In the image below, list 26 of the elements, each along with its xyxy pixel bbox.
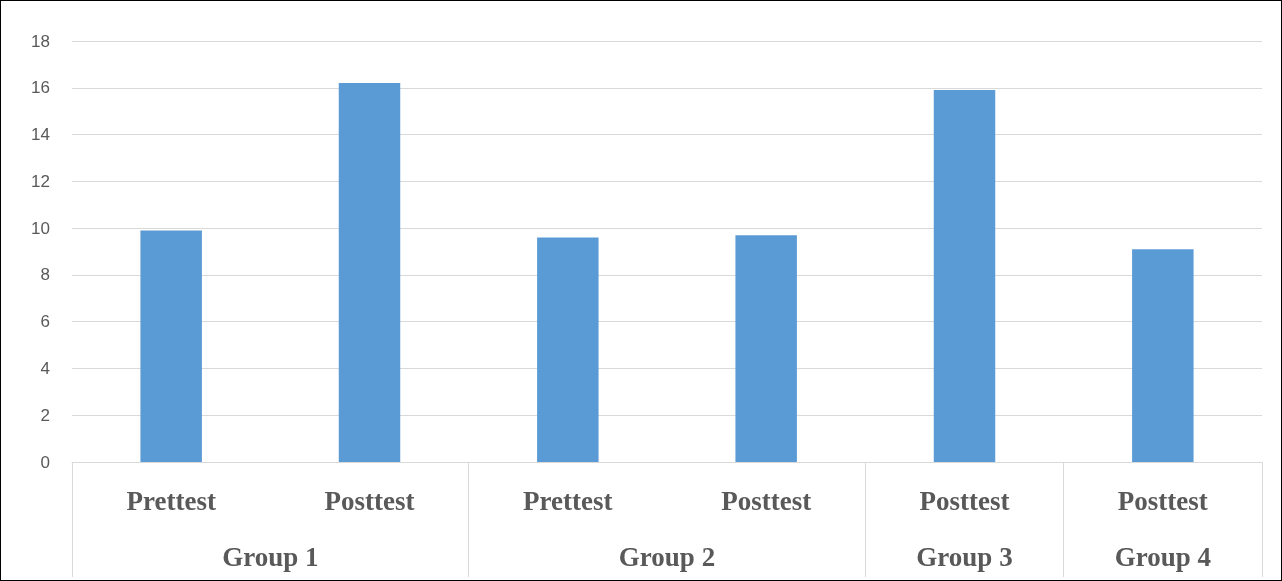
text: Group 4	[1114, 542, 1211, 572]
text: Group 2	[618, 542, 716, 572]
y-tick-label: 14	[31, 125, 50, 145]
bar	[735, 235, 797, 462]
y-tick-label: 2	[40, 405, 50, 425]
text: Group 1	[222, 542, 319, 572]
y-tick-label: 8	[40, 265, 50, 285]
y-tick-label: 12	[31, 171, 50, 191]
x-tick-label: Posttest	[324, 485, 415, 516]
bar	[338, 83, 401, 462]
y-tick-label: 10	[31, 218, 50, 238]
y-tick-label: 0	[40, 452, 50, 472]
x-tick-label: Prettest	[523, 485, 613, 516]
y-tick-label: 4	[40, 358, 50, 378]
x-tick-label: Posttest	[721, 485, 812, 516]
bar	[933, 90, 996, 462]
bar	[140, 230, 202, 462]
y-tick-label: 16	[31, 78, 50, 98]
x-tick-label: Posttest	[1117, 485, 1208, 516]
bar	[537, 237, 599, 462]
text: Group 3	[916, 542, 1013, 572]
y-tick-label: 18	[31, 31, 50, 51]
x-tick-label: Prettest	[126, 485, 216, 516]
y-tick-label: 6	[40, 312, 50, 332]
x-tick-label: Posttest	[919, 485, 1010, 516]
bar	[1132, 249, 1194, 462]
